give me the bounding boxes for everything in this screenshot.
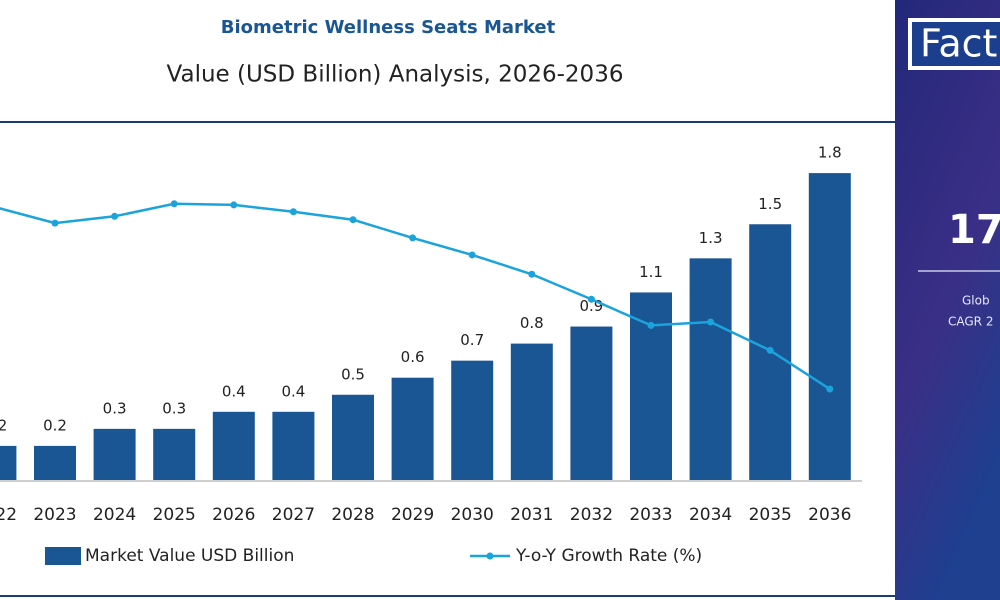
panel-label: Glob <box>962 294 990 308</box>
x-tick-label: 2026 <box>212 505 255 525</box>
data-label: 1.1 <box>639 263 663 281</box>
line-point <box>587 295 595 303</box>
chart-title: Biometric Wellness Seats Market <box>221 17 556 38</box>
line-point <box>766 346 774 354</box>
data-label: 0.4 <box>222 382 246 400</box>
data-label: 0.2 <box>43 416 67 434</box>
line-point <box>468 251 476 259</box>
bar <box>332 394 374 480</box>
data-label: 0.3 <box>103 399 127 417</box>
side-panel <box>895 0 1000 600</box>
data-label: 1.8 <box>818 144 842 162</box>
x-tick-label: 2036 <box>808 505 851 525</box>
line-point <box>230 201 238 209</box>
bar <box>272 411 315 480</box>
panel-value: 17. <box>948 207 1000 253</box>
x-tick-label: 2029 <box>391 505 434 525</box>
x-tick-label: 2025 <box>153 505 196 525</box>
x-tick-label: 2034 <box>689 505 732 525</box>
bar <box>451 360 494 480</box>
line-point <box>409 234 417 242</box>
line-point <box>707 318 715 326</box>
legend-label: Market Value USD Billion <box>85 546 294 566</box>
data-label: 1.3 <box>699 229 723 247</box>
bar <box>510 343 553 480</box>
line-point <box>289 208 297 216</box>
legend-swatch <box>486 552 494 560</box>
bar <box>212 411 255 480</box>
line-point <box>826 385 834 393</box>
line-point <box>647 321 655 329</box>
bar <box>391 377 434 480</box>
data-label: 0.5 <box>341 365 365 383</box>
data-label: 0.7 <box>460 331 484 349</box>
bar <box>570 326 613 480</box>
logo-text: Fact <box>920 22 997 66</box>
x-tick-label: 2024 <box>93 505 136 525</box>
bar <box>808 173 851 480</box>
data-label: 0.4 <box>281 382 305 400</box>
line-point <box>170 200 178 208</box>
x-tick-label: 2023 <box>33 505 76 525</box>
bar <box>0 445 17 480</box>
line-point <box>111 212 119 220</box>
logo-inner <box>912 22 1000 66</box>
x-tick-label: 2032 <box>570 505 613 525</box>
x-tick-label: 2027 <box>272 505 315 525</box>
x-tick-label: 2028 <box>331 505 374 525</box>
data-label: 0.6 <box>401 348 425 366</box>
legend-label: Y-o-Y Growth Rate (%) <box>515 546 702 566</box>
data-label: 0.2 <box>0 416 7 434</box>
legend-swatch <box>45 547 81 565</box>
x-tick-label: 2033 <box>629 505 672 525</box>
chart-subtitle: Value (USD Billion) Analysis, 2026-2036 <box>167 62 624 88</box>
bar <box>630 292 672 480</box>
line-point <box>349 216 357 224</box>
panel-label: CAGR 2 <box>948 315 993 329</box>
x-tick-label: 2031 <box>510 505 553 525</box>
x-tick-label: 2022 <box>0 505 17 525</box>
line-point <box>528 270 536 278</box>
bar <box>689 258 732 480</box>
data-label: 1.5 <box>758 195 782 213</box>
bar <box>93 428 136 480</box>
x-tick-label: 2035 <box>749 505 792 525</box>
x-tick-label: 2030 <box>451 505 494 525</box>
line-point <box>51 219 59 227</box>
data-label: 0.3 <box>162 399 186 417</box>
bar <box>153 428 196 480</box>
bar <box>34 445 76 480</box>
data-label: 0.8 <box>520 314 544 332</box>
